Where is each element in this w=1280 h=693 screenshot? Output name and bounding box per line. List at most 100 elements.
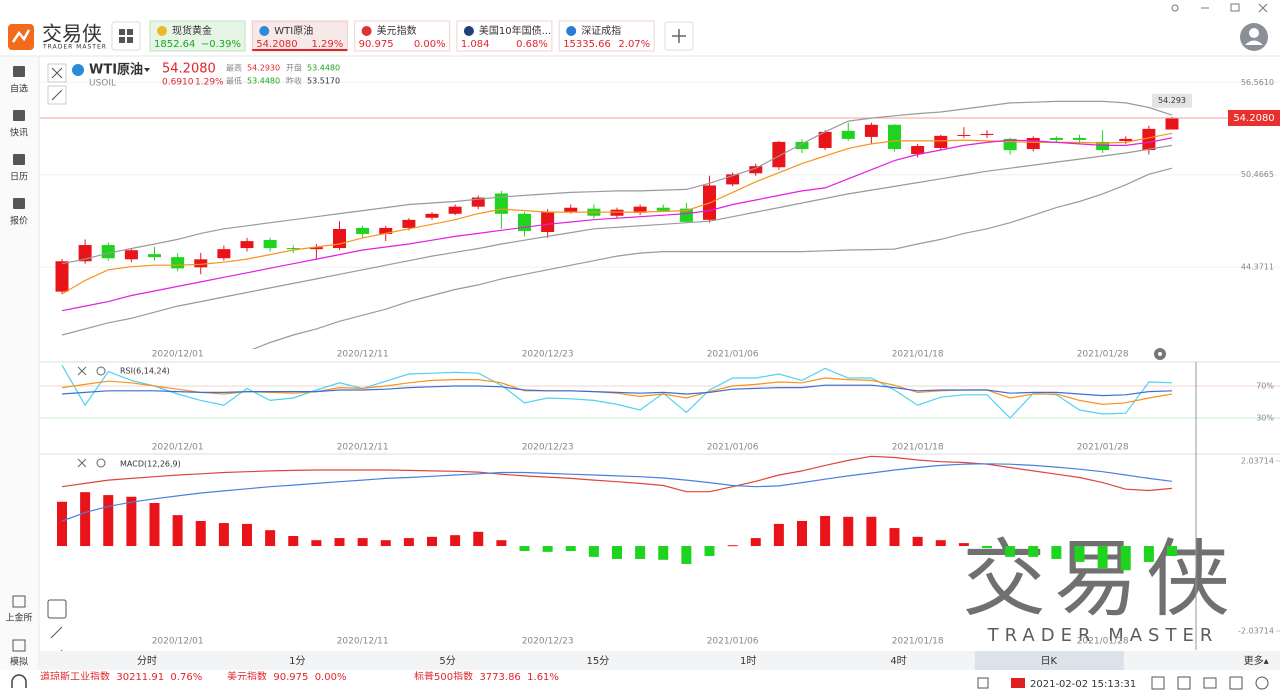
sidebar-icon[interactable] xyxy=(12,595,26,608)
instrument-code: USOIL xyxy=(89,79,116,89)
macd-bar xyxy=(542,546,553,552)
ticker-card[interactable] xyxy=(456,20,553,52)
indicator-tool[interactable] xyxy=(47,599,67,619)
candle-body xyxy=(934,135,948,148)
ticker-card[interactable] xyxy=(558,20,655,52)
ticker-price: 1.084 xyxy=(461,39,490,50)
close-indicator[interactable] xyxy=(77,366,87,376)
indicator-settings[interactable] xyxy=(96,458,106,468)
x-tick-label: 2020/12/11 xyxy=(337,637,389,647)
avatar-body xyxy=(1245,40,1263,45)
stat-label: 最高 xyxy=(226,63,242,73)
status-icon[interactable] xyxy=(977,677,989,689)
maximize-button[interactable] xyxy=(1230,3,1240,12)
x-tick-label: 2021/01/18 xyxy=(892,350,944,360)
candle-body xyxy=(448,206,462,214)
macd-bar xyxy=(80,492,91,547)
candle-body xyxy=(286,248,300,250)
indicator-line xyxy=(61,364,1173,419)
instrument-dropdown[interactable] xyxy=(144,68,150,72)
sidebar-icon[interactable] xyxy=(13,110,25,121)
macd-bar xyxy=(357,538,368,547)
candle-body xyxy=(55,261,69,292)
close-button[interactable] xyxy=(1258,3,1268,13)
close-indicator[interactable] xyxy=(77,458,87,468)
candle-body xyxy=(379,227,393,234)
macd-bar xyxy=(635,546,646,559)
ticker-name: 美国10年国债... xyxy=(479,24,551,37)
timeframe-option[interactable]: 日K xyxy=(1041,656,1058,667)
draw-tool[interactable] xyxy=(50,626,63,639)
sidebar-label[interactable]: 报价 xyxy=(10,215,28,227)
macd-bar xyxy=(750,538,761,547)
x-tick-label: 2020/12/11 xyxy=(337,350,389,360)
timeframe-option[interactable]: 1时 xyxy=(740,655,756,667)
ticker-icon xyxy=(463,26,474,36)
sidebar-label[interactable]: 上金所 xyxy=(5,612,32,624)
y-tick-label: 2.03714 xyxy=(1241,456,1274,465)
timeframe-option[interactable]: 5分 xyxy=(439,655,455,667)
layout-button[interactable] xyxy=(111,21,141,51)
ticker-card[interactable] xyxy=(354,20,451,52)
macd-bar xyxy=(427,536,437,547)
x-tick-label: 2020/12/01 xyxy=(152,350,204,360)
y-tick-label: 30% xyxy=(1256,414,1274,423)
status-icon[interactable] xyxy=(1203,677,1217,689)
y-tick-label: -2.03714 xyxy=(1238,627,1274,636)
macd-bar xyxy=(334,538,345,547)
x-tick-label: 2020/12/01 xyxy=(152,637,204,647)
x-tick-label: 2021/01/28 xyxy=(1077,443,1129,453)
sidebar-label[interactable]: 日历 xyxy=(10,172,28,183)
macd-bar xyxy=(57,501,67,547)
macd-bar xyxy=(658,546,669,560)
indicator-settings[interactable] xyxy=(96,366,106,376)
status-datetime: 2021-02-02 15:13:31 xyxy=(1030,679,1136,690)
timeframe-option[interactable]: 15分 xyxy=(587,655,610,667)
macd-bar xyxy=(889,528,900,547)
macd-bar xyxy=(1143,546,1154,562)
macd-bar xyxy=(797,520,807,547)
macd-bar xyxy=(704,546,715,557)
sidebar-icon[interactable] xyxy=(13,154,25,165)
candle-body xyxy=(78,245,92,262)
indicator-line xyxy=(61,463,1173,522)
candle-body xyxy=(633,206,647,213)
timeframe-option[interactable]: 分时 xyxy=(137,655,157,667)
macd-bar xyxy=(1074,546,1085,562)
candle-body xyxy=(217,249,231,259)
sidebar-label[interactable]: 模拟 xyxy=(10,656,28,668)
macd-bar xyxy=(519,546,530,552)
candle-body xyxy=(1119,138,1133,142)
instrument-name[interactable]: WTI原油 xyxy=(89,62,143,78)
instrument-icon xyxy=(72,64,84,76)
ticker-icon xyxy=(361,26,372,36)
macd-bar xyxy=(288,536,299,547)
support-icon[interactable] xyxy=(11,674,27,688)
status-icon[interactable] xyxy=(1229,676,1243,690)
settings-button[interactable] xyxy=(1171,4,1179,12)
candle-body xyxy=(1073,137,1086,140)
sidebar-icon[interactable] xyxy=(12,639,26,652)
ticker-change: 2.07% xyxy=(618,39,650,50)
x-tick-label: 2021/01/18 xyxy=(892,637,944,647)
sidebar-label[interactable]: 快讯 xyxy=(10,127,28,139)
hover-price-box xyxy=(1152,93,1192,108)
status-icon[interactable] xyxy=(1255,676,1269,690)
sidebar-icon[interactable] xyxy=(13,198,25,209)
candle-body xyxy=(957,134,971,136)
timeframe-option[interactable]: 4时 xyxy=(890,655,906,667)
ticker-price: 54.2080 xyxy=(256,39,297,50)
timeframe-option[interactable]: 1分 xyxy=(289,655,305,667)
timeframe-option[interactable]: 更多▴ xyxy=(1244,654,1269,667)
status-icon[interactable] xyxy=(1177,676,1191,690)
sidebar-label[interactable]: 自选 xyxy=(10,83,28,95)
status-icon[interactable] xyxy=(1151,676,1165,690)
window-controls xyxy=(1171,3,1268,13)
tape-item: 标普500指数 3773.86 1.61% xyxy=(414,670,559,683)
sidebar-icon[interactable] xyxy=(13,66,25,77)
ticker-card[interactable] xyxy=(149,20,246,52)
ticker-name: 深证成指 xyxy=(581,24,621,37)
indicator-line xyxy=(61,144,1173,336)
